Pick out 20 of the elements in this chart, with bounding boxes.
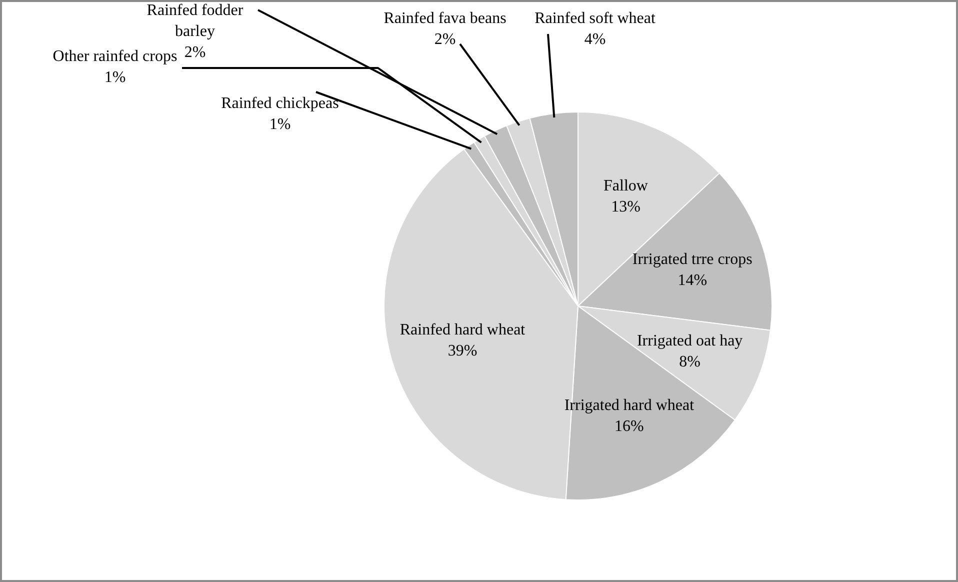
slice-label: Rainfed hard wheat <box>400 322 526 339</box>
slice-label: Irrigated hard wheat <box>564 396 695 414</box>
data-label: 2% <box>184 44 206 61</box>
slice-label: Rainfed fodder barley <box>146 2 244 40</box>
slice-label: Fallow <box>604 178 648 195</box>
slice-label: Rainfed soft wheat <box>534 10 656 27</box>
slice-label: Irrigated oat hay <box>636 332 743 350</box>
data-label: 16% <box>614 418 644 435</box>
data-label: 13% <box>611 198 640 216</box>
slice-label: Rainfed chickpeas <box>221 95 339 112</box>
data-label: 4% <box>584 31 606 48</box>
slice-label: Irrigated trre crops <box>632 250 752 268</box>
data-label: 1% <box>104 69 126 86</box>
slice-label: Other rainfed crops <box>52 48 178 65</box>
data-label: 8% <box>679 353 700 370</box>
data-label: 1% <box>269 116 291 133</box>
data-label: 39% <box>448 342 478 360</box>
slice-label: Rainfed fava beans <box>384 10 506 27</box>
data-label: 2% <box>434 31 456 48</box>
data-label: 14% <box>678 272 708 289</box>
